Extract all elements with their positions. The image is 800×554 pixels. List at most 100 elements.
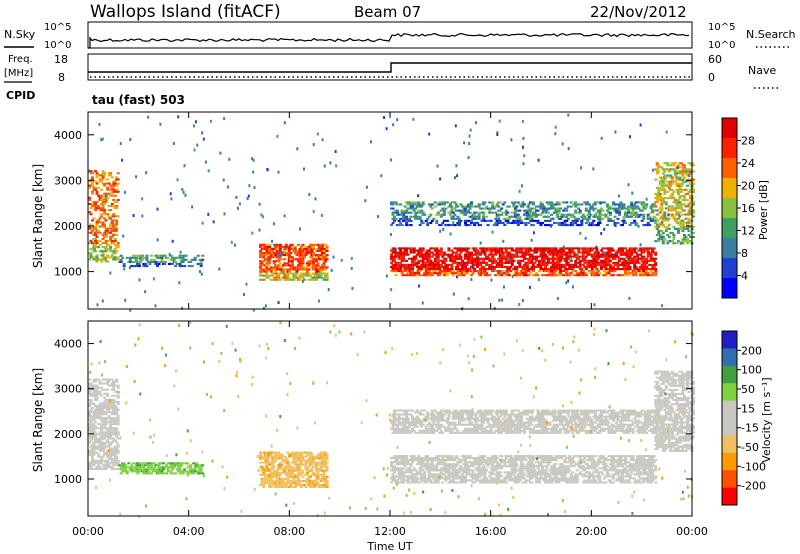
echo-cell xyxy=(660,209,664,212)
echo-cell xyxy=(92,433,96,436)
echo-cell xyxy=(660,234,664,237)
echo-cell xyxy=(450,209,454,212)
echo-cell xyxy=(480,268,484,271)
echo-cell xyxy=(559,274,563,277)
echo-cell xyxy=(578,272,582,275)
echo-cell xyxy=(299,461,303,464)
echo-cell xyxy=(470,219,473,222)
echo-cell xyxy=(268,481,272,484)
echo-cell xyxy=(145,256,149,259)
echo-cell xyxy=(687,162,691,165)
echo-cell xyxy=(110,184,114,187)
echo-cell xyxy=(115,447,119,450)
echo-cell xyxy=(309,457,312,460)
echo-cell xyxy=(420,251,424,254)
echo-cell xyxy=(667,207,671,210)
echo-cell xyxy=(405,259,409,262)
echo-cell xyxy=(116,384,120,387)
echo-cell xyxy=(172,466,176,469)
y-tick-label: 2000 xyxy=(54,220,82,233)
echo-cell xyxy=(350,256,353,260)
echo-cell xyxy=(663,238,667,241)
echo-cell xyxy=(473,213,477,216)
echo-cell xyxy=(624,268,627,271)
echo-cell xyxy=(400,259,404,262)
echo-cell xyxy=(204,160,207,164)
echo-cell xyxy=(482,203,486,206)
echo-cell xyxy=(687,234,691,237)
echo-cell xyxy=(390,481,393,484)
echo-cell xyxy=(89,170,93,173)
echo-cell xyxy=(664,197,668,200)
echo-cell xyxy=(655,223,659,226)
echo-cell xyxy=(315,461,318,464)
echo-cell xyxy=(599,207,603,210)
echo-cell xyxy=(94,209,97,212)
echo-cell xyxy=(259,260,263,263)
echo-cell xyxy=(572,215,576,218)
echo-cell xyxy=(268,469,272,472)
echo-cell xyxy=(458,253,461,256)
echo-cell xyxy=(260,477,264,480)
echo-cell xyxy=(474,205,478,208)
echo-cell xyxy=(283,274,287,277)
echo-cell xyxy=(399,203,403,206)
echo-cell xyxy=(402,217,406,220)
echo-cell xyxy=(622,251,626,254)
echo-cell xyxy=(393,249,396,252)
echo-cell xyxy=(298,256,302,259)
echo-cell xyxy=(283,459,287,462)
echo-cell xyxy=(260,243,264,246)
echo-cell xyxy=(486,219,490,222)
echo-cell xyxy=(312,276,315,279)
echo-cell xyxy=(260,455,264,458)
echo-cell xyxy=(109,223,113,226)
echo-cell xyxy=(272,461,276,464)
echo-cell xyxy=(536,221,540,224)
echo-cell xyxy=(88,441,91,444)
echo-cell xyxy=(557,261,561,264)
echo-cell xyxy=(403,465,407,468)
echo-cell xyxy=(260,469,264,472)
echo-cell xyxy=(260,254,264,257)
echo-cell xyxy=(260,245,264,248)
echo-cell xyxy=(578,259,582,262)
echo-cell xyxy=(590,265,594,268)
echo-cell xyxy=(525,211,529,214)
echo-cell xyxy=(627,263,631,266)
echo-cell xyxy=(95,231,99,234)
echo-cell xyxy=(400,469,404,472)
echo-cell xyxy=(563,253,567,256)
echo-cell xyxy=(277,463,281,466)
echo-cell xyxy=(580,221,584,224)
echo-cell xyxy=(139,468,143,471)
echo-cell xyxy=(465,224,469,227)
echo-cell xyxy=(106,229,110,232)
echo-cell xyxy=(554,211,558,214)
echo-cell xyxy=(421,211,425,214)
echo-cell xyxy=(670,207,674,210)
echo-cell xyxy=(301,243,305,246)
echo-cell xyxy=(500,213,504,216)
echo-cell xyxy=(504,251,508,254)
echo-cell xyxy=(533,274,537,277)
echo-cell xyxy=(393,465,396,468)
echo-cell xyxy=(278,243,282,246)
echo-cell xyxy=(91,407,94,409)
echo-cell xyxy=(676,217,680,220)
echo-cell xyxy=(95,235,99,238)
echo-cell xyxy=(492,261,496,264)
echo-cell xyxy=(260,467,264,470)
echo-cell xyxy=(430,219,434,222)
echo-cell xyxy=(687,219,691,222)
echo-cell xyxy=(113,445,117,448)
echo-cell xyxy=(365,185,368,189)
echo-cell xyxy=(272,455,276,458)
echo-cell xyxy=(474,247,478,250)
echo-cell xyxy=(139,466,143,469)
echo-cell xyxy=(289,481,293,484)
echo-cell xyxy=(98,258,102,261)
echo-cell xyxy=(260,256,264,259)
echo-cell xyxy=(547,268,550,271)
echo-cell xyxy=(673,162,677,165)
